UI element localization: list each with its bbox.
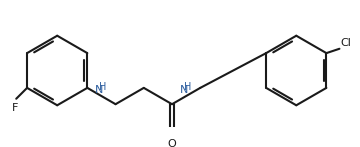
Text: O: O — [168, 139, 176, 147]
Text: F: F — [12, 103, 18, 113]
Text: H: H — [184, 82, 191, 92]
Text: H: H — [99, 82, 106, 92]
Text: N: N — [95, 85, 103, 95]
Text: Cl: Cl — [341, 38, 351, 48]
Text: N: N — [180, 85, 188, 95]
